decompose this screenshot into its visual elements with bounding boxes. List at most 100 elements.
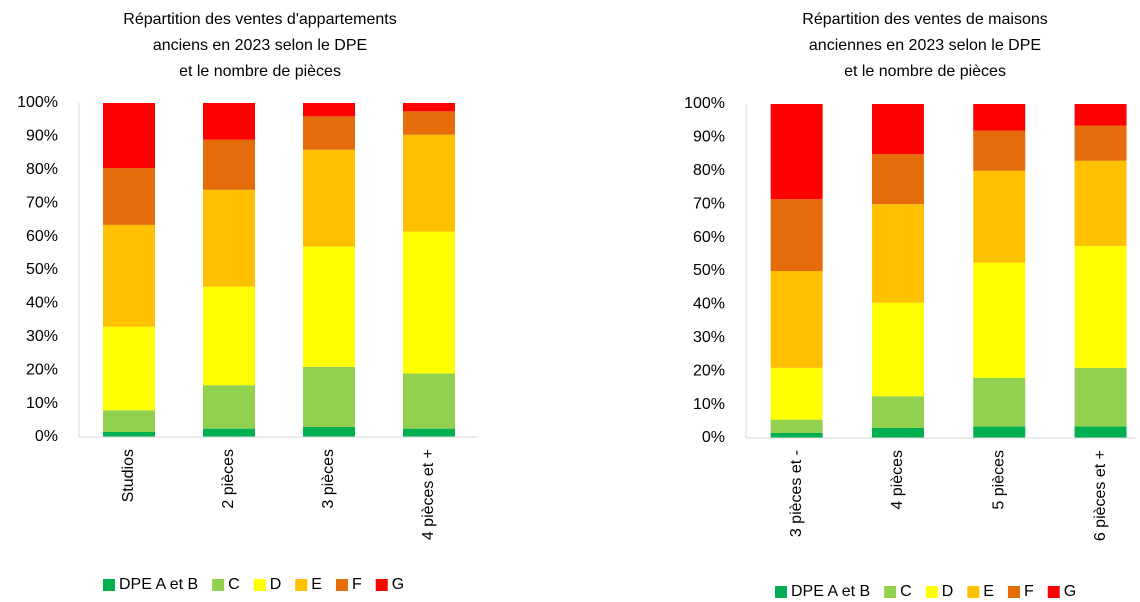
legend-swatch (967, 586, 980, 598)
legend-label: D (270, 576, 282, 593)
legend-swatch (295, 579, 308, 591)
y-tick-label: 50% (26, 261, 58, 278)
legend-swatch (335, 579, 348, 591)
legend-swatch (253, 579, 266, 591)
bar-segment (973, 377, 1026, 427)
legend-swatch (1007, 586, 1020, 598)
bar-segment (103, 168, 155, 225)
bar-segment (770, 104, 823, 200)
y-tick-label: 0% (35, 428, 58, 445)
bar-segment (871, 396, 924, 428)
legend-swatch (884, 586, 897, 598)
chart-title: Répartition des ventes d'appartements (123, 11, 396, 28)
bar-segment (871, 154, 924, 205)
bar-segment (403, 111, 455, 135)
bar-segment (203, 139, 255, 190)
bar-segment (303, 246, 355, 367)
y-tick-label: 20% (693, 362, 725, 379)
bar-segment (1074, 367, 1127, 427)
bar-segment (871, 204, 924, 303)
bar-segment (103, 431, 155, 437)
bar-segment (973, 104, 1026, 131)
x-tick-label: 5 pièces (990, 450, 1007, 510)
bar-segment (103, 410, 155, 432)
bar-segment (203, 385, 255, 429)
y-tick-label: 100% (684, 95, 725, 112)
bar-segment (770, 419, 823, 433)
legend-swatch (103, 579, 115, 591)
legend-label: DPE A et B (119, 576, 198, 593)
legend-swatch (925, 586, 938, 598)
x-tick-label: 3 pièces (320, 449, 337, 509)
chart-title: anciennes en 2023 selon le DPE (809, 37, 1041, 54)
y-tick-label: 90% (26, 128, 58, 145)
legend-swatch (212, 579, 225, 591)
x-tick-label: 6 pièces et + (1092, 450, 1109, 541)
legend-label: D (942, 583, 954, 600)
x-tick-label: 3 pièces et - (788, 450, 805, 537)
bar-segment (203, 189, 255, 287)
y-tick-label: 50% (693, 262, 725, 279)
bar-segment (1074, 426, 1127, 438)
bar-segment (103, 103, 155, 169)
bar-segment (403, 134, 455, 232)
bar-segment (303, 116, 355, 150)
y-tick-label: 10% (26, 395, 58, 412)
bar-segment (403, 428, 455, 437)
bar-segment (973, 170, 1026, 263)
bar-segment (303, 426, 355, 437)
y-tick-label: 40% (26, 295, 58, 312)
chart-title: et le nombre de pièces (179, 63, 341, 80)
y-tick-label: 70% (693, 195, 725, 212)
y-tick-label: 60% (26, 228, 58, 245)
legend-label: E (983, 583, 994, 600)
y-tick-label: 10% (693, 396, 725, 413)
x-tick-label: 4 pièces (889, 450, 906, 510)
bar-segment (770, 432, 823, 438)
legend-label: DPE A et B (791, 583, 870, 600)
legend-label: C (228, 576, 240, 593)
y-tick-label: 80% (26, 161, 58, 178)
x-tick-label: 4 pièces et + (420, 449, 437, 540)
bar-segment (1074, 160, 1127, 246)
legend-label: C (900, 583, 912, 600)
bar-segment (770, 271, 823, 368)
legend-label: G (392, 576, 404, 593)
bar-segment (871, 427, 924, 438)
legend-swatch (775, 586, 787, 598)
bar-segment (303, 149, 355, 247)
chart-title: Répartition des ventes de maisons (802, 11, 1047, 28)
y-tick-label: 40% (693, 296, 725, 313)
y-tick-label: 80% (693, 162, 725, 179)
legend-label: F (1024, 583, 1034, 600)
y-tick-label: 30% (26, 328, 58, 345)
y-tick-label: 60% (693, 229, 725, 246)
bar-segment (203, 286, 255, 386)
bar-segment (403, 103, 455, 112)
bar-segment (1074, 125, 1127, 161)
bar-segment (103, 224, 155, 327)
bar-segment (203, 103, 255, 140)
bar-segment (871, 104, 924, 155)
legend-swatch (1047, 586, 1060, 598)
bar-segment (973, 426, 1026, 438)
bar-segment (203, 428, 255, 437)
bar-segment (103, 326, 155, 411)
y-tick-label: 90% (693, 129, 725, 146)
x-tick-label: 2 pièces (220, 449, 237, 509)
legend-swatch (375, 579, 388, 591)
y-tick-label: 30% (693, 329, 725, 346)
chart-title: anciens en 2023 selon le DPE (153, 37, 367, 54)
bar-segment (770, 199, 823, 271)
y-tick-label: 0% (702, 429, 725, 446)
bar-segment (403, 373, 455, 429)
bar-segment (973, 130, 1026, 171)
y-tick-label: 20% (26, 361, 58, 378)
bar-segment (770, 367, 823, 420)
bar-segment (871, 302, 924, 397)
bar-segment (973, 262, 1026, 378)
bar-segment (403, 231, 455, 374)
legend-label: G (1064, 583, 1076, 600)
y-tick-label: 70% (26, 194, 58, 211)
